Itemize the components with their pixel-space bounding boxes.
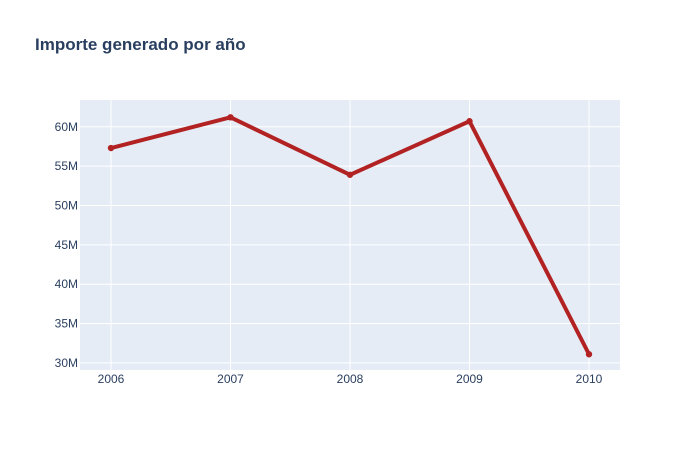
x-axis-tick-labels: 2006 2007 2008 2009 2010	[98, 372, 603, 386]
chart-title: Importe generado por año	[35, 35, 246, 54]
data-point-2006[interactable]	[107, 144, 115, 152]
x-tick-label: 2009	[456, 372, 483, 386]
data-point-2007[interactable]	[227, 114, 234, 121]
x-tick-label: 2010	[576, 372, 603, 386]
y-tick-label: 30M	[55, 356, 78, 370]
x-tick-label: 2007	[217, 372, 244, 386]
y-tick-label: 60M	[55, 120, 78, 134]
x-tick-label: 2006	[98, 372, 125, 386]
y-axis-tick-labels: 30M 35M 40M 45M 50M 55M 60M	[55, 120, 78, 370]
y-tick-label: 35M	[55, 317, 78, 331]
y-gridlines	[80, 126, 620, 364]
y-tick-label: 55M	[55, 159, 78, 173]
series-layer	[107, 114, 593, 358]
x-tick-label: 2008	[337, 372, 364, 386]
y-tick-label: 40M	[55, 277, 78, 291]
y-tick-label: 50M	[55, 198, 78, 212]
data-point-2010[interactable]	[585, 351, 593, 358]
y-tick-label: 45M	[55, 238, 78, 252]
data-point-2008[interactable]	[346, 171, 354, 178]
data-point-2009[interactable]	[466, 118, 473, 125]
